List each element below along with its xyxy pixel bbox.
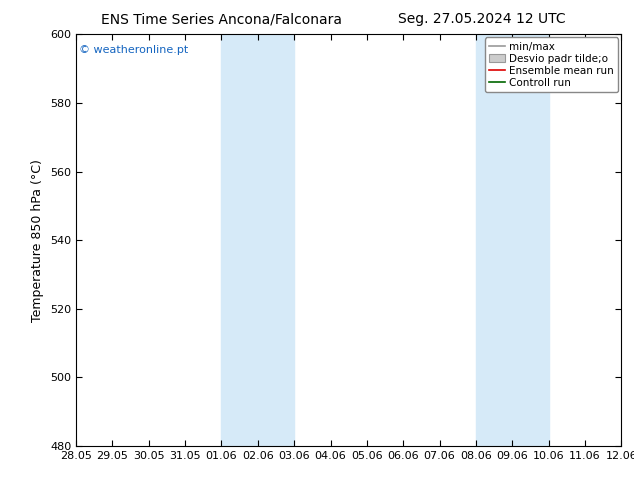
Text: © weatheronline.pt: © weatheronline.pt [79, 45, 188, 54]
Text: Seg. 27.05.2024 12 UTC: Seg. 27.05.2024 12 UTC [398, 12, 566, 26]
Legend: min/max, Desvio padr tilde;o, Ensemble mean run, Controll run: min/max, Desvio padr tilde;o, Ensemble m… [485, 37, 618, 92]
Bar [476, 34, 548, 446]
Y-axis label: Temperature 850 hPa (°C): Temperature 850 hPa (°C) [32, 159, 44, 321]
Bar [221, 34, 294, 446]
Text: ENS Time Series Ancona/Falconara: ENS Time Series Ancona/Falconara [101, 12, 342, 26]
